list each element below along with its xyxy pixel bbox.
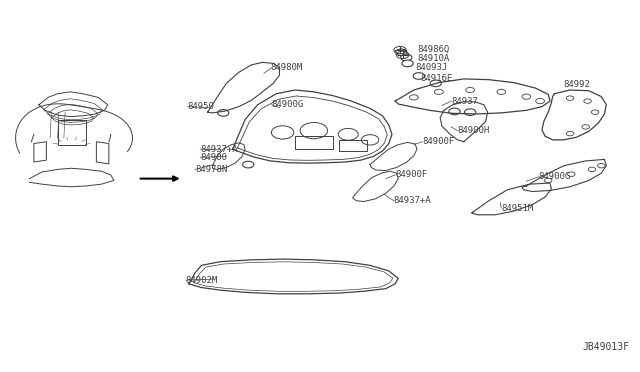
Circle shape bbox=[430, 80, 442, 87]
Text: 84900G: 84900G bbox=[271, 100, 303, 109]
Text: 84900G: 84900G bbox=[539, 172, 571, 181]
Text: 84937+A: 84937+A bbox=[394, 196, 431, 205]
Text: 84900F: 84900F bbox=[395, 170, 428, 179]
Text: 84900: 84900 bbox=[200, 153, 227, 162]
Text: 84910A: 84910A bbox=[417, 54, 449, 63]
Circle shape bbox=[401, 54, 412, 61]
Circle shape bbox=[396, 49, 407, 56]
Circle shape bbox=[413, 73, 424, 79]
Text: 84900F: 84900F bbox=[422, 137, 454, 146]
Bar bbox=[339, 140, 367, 151]
Bar bbox=[295, 136, 333, 149]
Text: 84916E: 84916E bbox=[420, 74, 452, 83]
Circle shape bbox=[218, 110, 229, 116]
Circle shape bbox=[465, 109, 476, 115]
Circle shape bbox=[402, 60, 413, 67]
Text: 84937+A: 84937+A bbox=[200, 145, 237, 154]
Text: 84937: 84937 bbox=[451, 97, 478, 106]
Text: 84992: 84992 bbox=[564, 80, 591, 89]
Text: JB49013F: JB49013F bbox=[582, 341, 630, 352]
Text: 84980M: 84980M bbox=[270, 63, 302, 72]
Text: 84950: 84950 bbox=[188, 102, 214, 111]
Text: 84093J: 84093J bbox=[415, 63, 447, 72]
Circle shape bbox=[243, 161, 254, 168]
Text: 84951M: 84951M bbox=[501, 203, 534, 213]
Circle shape bbox=[449, 108, 460, 115]
Text: 84900H: 84900H bbox=[458, 126, 490, 135]
Text: 84902M: 84902M bbox=[186, 276, 218, 285]
Text: 84986Q: 84986Q bbox=[417, 45, 449, 54]
Text: 84978N: 84978N bbox=[195, 165, 227, 174]
